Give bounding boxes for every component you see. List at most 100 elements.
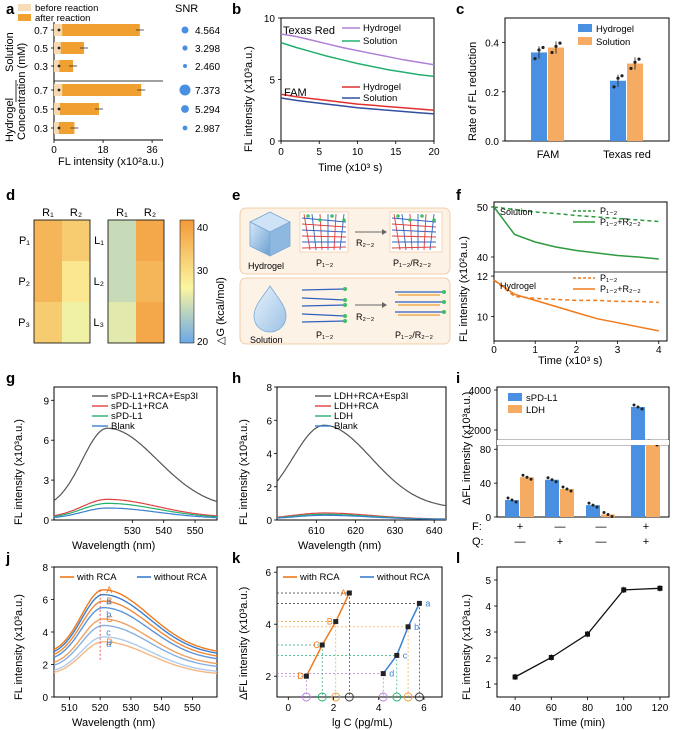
j-ytick-label-2: 4	[42, 628, 48, 639]
chart-a: before reaction after reaction SNR 0.7 0.…	[4, 3, 220, 168]
h-ytick-label-2: 4	[266, 450, 272, 461]
d-cbar-tick-20: 20	[197, 337, 209, 348]
c-pt-1-1-2	[637, 57, 641, 61]
k-guide-circle-without_rca-1	[392, 692, 402, 702]
c-pt-1-0-1	[616, 76, 620, 80]
k-fit-with_rca	[305, 592, 350, 677]
panel-label-d: d	[6, 187, 15, 204]
k-xtick-label-0: 0	[286, 703, 292, 714]
e-reagent-top: R₂₋₂	[356, 238, 375, 248]
f-xtick-label-2: 2	[574, 345, 580, 356]
f-xtick-label-3: 3	[615, 345, 621, 356]
e-strand-0	[301, 288, 346, 291]
a-snr-value-4: 5.294	[195, 105, 220, 116]
k-xtick-label-2: 4	[376, 703, 382, 714]
j-with-letter-3: D	[106, 637, 113, 647]
l-point-3	[621, 587, 627, 593]
h-xtick-label-1: 620	[347, 526, 364, 537]
e-net-before-v1	[311, 213, 317, 251]
c-pt-0-0-0	[533, 56, 537, 61]
b-legend-hydrogel-2: Hydrogel	[363, 82, 401, 93]
j-without-series-1	[53, 606, 218, 660]
g-legend-1: sPD-L1+RCA	[111, 401, 169, 412]
j-without-letter-2: c	[106, 628, 111, 638]
f-xtick-label-4: 4	[656, 345, 662, 356]
i-cond-f-2: —	[596, 521, 607, 533]
panel-label-j: j	[5, 550, 10, 567]
i-row-q: Q:	[472, 536, 484, 548]
j-without-letter-0: a	[106, 597, 111, 607]
a-snr-value-0: 4.564	[195, 26, 220, 37]
c-pt-0-0-1	[537, 48, 541, 52]
e-net-after-dot3	[432, 218, 436, 222]
a-ylabel: Concentration (mM)	[16, 43, 28, 140]
g-xtick-label-0: 530	[124, 526, 141, 537]
g-series-0	[53, 427, 218, 503]
j-with-series-3	[53, 641, 218, 674]
l-point-1	[548, 654, 554, 660]
i-ytick-bot-label-2: 80	[480, 445, 492, 456]
e-product-bottom: P₁₋₂/R₂₋₂	[395, 330, 434, 340]
a-snr-dot-2	[183, 64, 187, 68]
d-cell-right-2-0	[108, 302, 136, 343]
f-xtick-label-0: 0	[491, 345, 497, 356]
a-xtick-label-0: 0	[51, 145, 57, 156]
i-ylabel: ΔFL intensity (x10³a.u.)	[461, 392, 473, 505]
b-series-2	[280, 93, 435, 112]
b-xtick-label-2: 10	[352, 147, 364, 158]
j-ytick-label-0: 0	[42, 693, 48, 704]
f-ytick-top-label-1: 50	[477, 203, 489, 214]
g-legend-0: sPD-L1+RCA+Esp3I	[111, 391, 198, 402]
k-xtick-label-1: 2	[331, 703, 337, 714]
e-net-after-v1	[401, 213, 407, 251]
a-point-3	[57, 88, 61, 92]
l-ytick-label-3: 4	[485, 602, 491, 613]
e-net-before-v0	[303, 213, 311, 251]
c-ylabel: Rate of FL reduction	[467, 42, 479, 141]
c-ytick-label-1: 0.2	[485, 88, 499, 99]
j-with-letter-0: A	[106, 585, 112, 595]
c-legend-swatch-solution	[578, 37, 592, 45]
k-point-with_rca-3	[346, 590, 352, 596]
b-xtick-label-3: 15	[390, 147, 402, 158]
e-net-after-v4	[423, 213, 427, 251]
d-cell-right-1-0	[108, 261, 136, 302]
i-ytick-top-label-0: 2000	[469, 426, 492, 437]
f-legend-1b: P₁₋₂+R₂₋₂	[600, 217, 641, 227]
d-colorbar	[179, 219, 195, 344]
c-legend-hydrogel: Hydrogel	[596, 24, 634, 35]
i-pt-0-0-1	[510, 498, 514, 502]
i-pt-1-0-1	[550, 478, 554, 482]
k-xtick-label-3: 6	[421, 703, 427, 714]
legend-swatch-before	[18, 4, 31, 11]
k-point-label-with_rca-2: B	[327, 617, 333, 627]
k-point-without_rca-3	[416, 600, 422, 606]
b-series-0	[280, 33, 435, 66]
k-guide-circle-without_rca-0	[378, 692, 388, 702]
i-pt-0-0-2	[514, 500, 518, 504]
b-xtick-label-1: 5	[316, 147, 322, 158]
e-strand-4	[301, 320, 346, 323]
e-net-before-h1	[301, 223, 347, 228]
panel-label-b: b	[232, 1, 241, 18]
i-pt-2-1-1	[606, 512, 610, 516]
d-cell-left-1-1	[62, 261, 90, 302]
c-legend-swatch-hydrogel	[578, 24, 592, 32]
f-legend-1a: P₁₋₂	[600, 206, 618, 216]
e-strand-dot-2	[343, 303, 347, 307]
e-net-before-h3	[301, 235, 347, 238]
k-guide-circle-with_rca-2	[331, 692, 341, 702]
j-without-letter-1: b	[106, 610, 111, 620]
i-bar-1-1	[560, 489, 574, 517]
f-series-2	[493, 279, 659, 304]
hydrogel-cube-icon	[249, 211, 291, 257]
i-bar-3-1	[646, 443, 660, 517]
a-point-2	[57, 64, 61, 68]
b-annot-fam: FAM	[284, 87, 307, 99]
d-cell-right-0-0	[108, 220, 136, 261]
i-legend-swatch-ldh	[508, 405, 522, 413]
a-snr-dot-5	[182, 125, 188, 131]
i-ytick-bot-label-0: 0	[485, 513, 491, 524]
c-pt-1-1-0	[629, 66, 633, 71]
